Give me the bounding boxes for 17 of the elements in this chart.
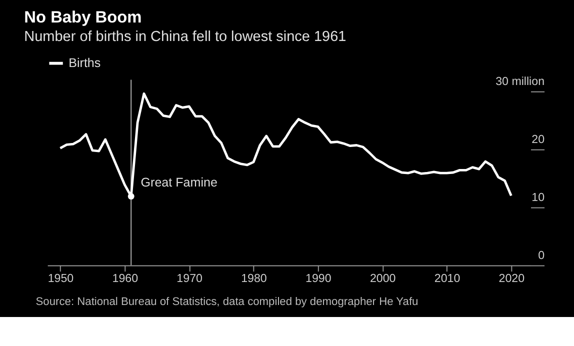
x-tick-label: 2010 [434, 273, 460, 286]
y-tick-label: 20 [532, 134, 545, 146]
x-tick-label: 2000 [370, 273, 396, 286]
y-tick-label: 10 [532, 192, 545, 204]
y-tick-label: 0 [538, 250, 545, 262]
x-tick-label: 2020 [498, 273, 525, 286]
x-tick-label: 1980 [241, 273, 267, 286]
legend-label: Births [68, 56, 101, 70]
x-tick-label: 1970 [176, 273, 202, 286]
x-tick-label: 1990 [306, 273, 332, 286]
source-note: Source: National Bureau of Statistics, data compiled by demographer He Yafu [36, 296, 418, 308]
x-tick-label: 1960 [112, 273, 138, 286]
annotation: Great Famine [140, 176, 218, 190]
chart-subtitle: Number of births in China fell to lowest since 1961 [24, 29, 346, 46]
y-tick-label: 30 million [496, 76, 545, 88]
chart-title: No Baby Boom [24, 8, 142, 27]
x-tick-label: 1950 [48, 273, 74, 286]
